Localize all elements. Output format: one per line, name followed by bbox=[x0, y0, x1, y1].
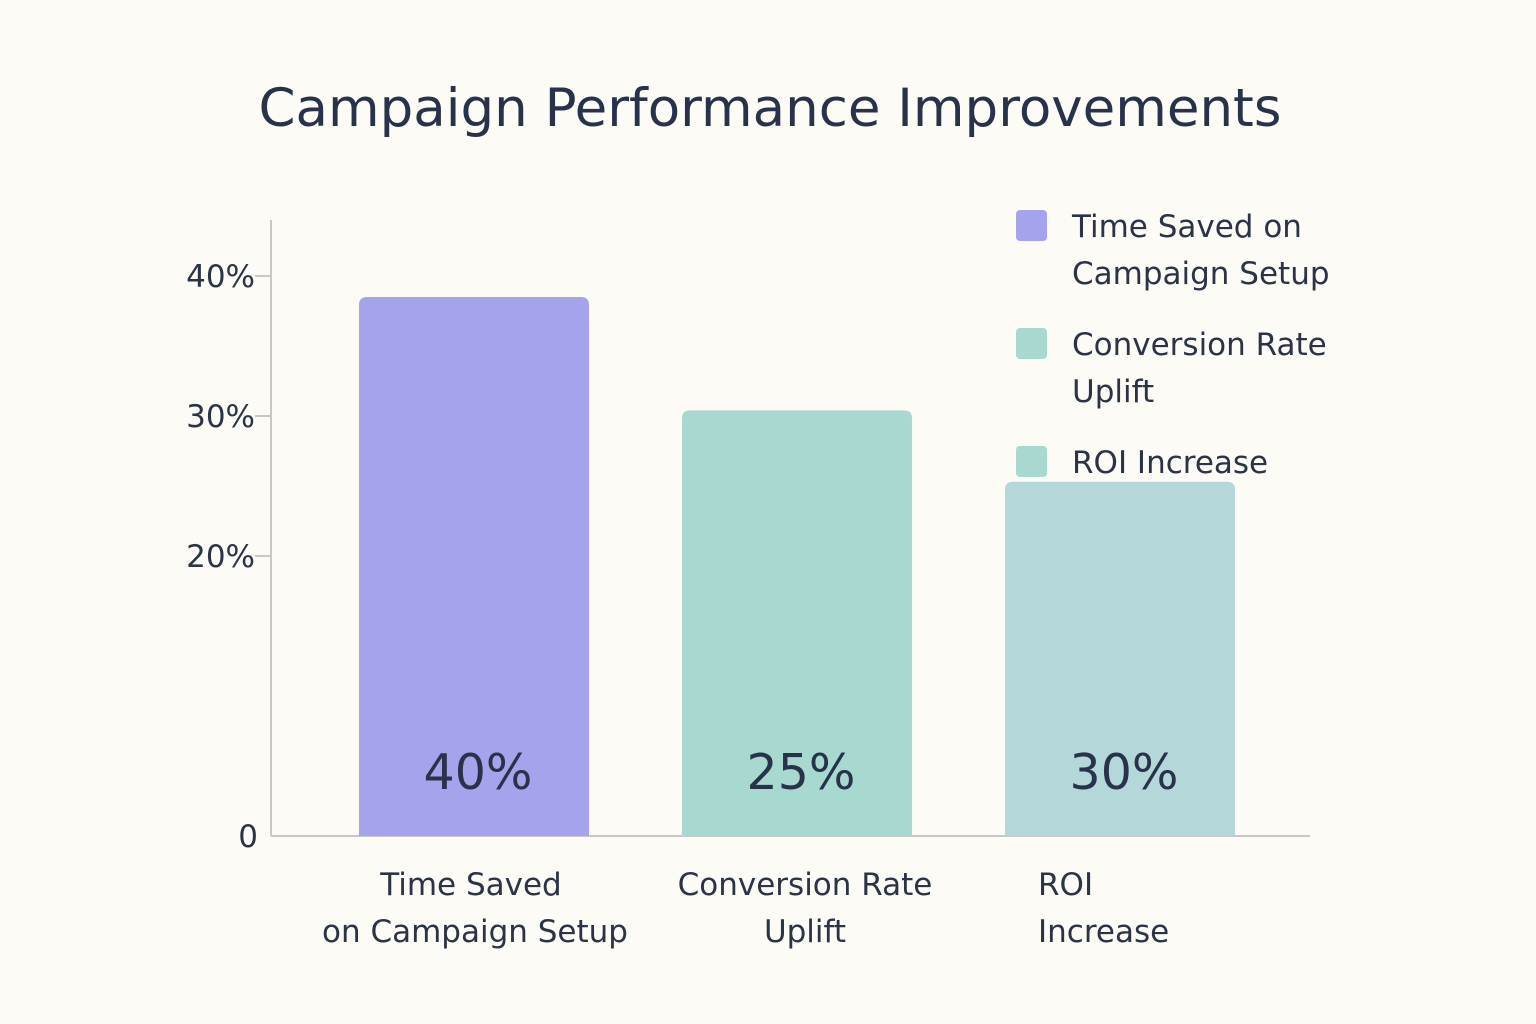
bar-value-labels: 40% 25% 30% bbox=[424, 744, 1179, 801]
legend-item: Conversion Rate Uplift bbox=[1016, 322, 1516, 416]
category-label: Time Saved on Campaign Setup bbox=[322, 867, 628, 950]
legend-swatch bbox=[1016, 446, 1047, 477]
y-tick-label: 40% bbox=[186, 259, 255, 295]
bar-value-label: 30% bbox=[1070, 744, 1179, 801]
y-tick-label: 30% bbox=[186, 399, 255, 435]
bar-0 bbox=[359, 297, 589, 836]
bar-2 bbox=[1005, 481, 1235, 836]
chart-title: Campaign Performance Improvements bbox=[258, 78, 1282, 139]
bar-value-label: 25% bbox=[747, 744, 856, 801]
legend: Time Saved on Campaign Setup Conversion R… bbox=[1016, 204, 1516, 511]
bar-value-label: 40% bbox=[424, 744, 533, 801]
legend-swatch bbox=[1016, 210, 1047, 241]
legend-label: Conversion Rate Uplift bbox=[1072, 327, 1327, 410]
category-label: Conversion Rate Uplift bbox=[678, 867, 933, 950]
bar-1 bbox=[682, 410, 912, 836]
legend-swatch bbox=[1016, 328, 1047, 359]
legend-label: ROI Increase bbox=[1072, 445, 1269, 481]
legend-item: Time Saved on Campaign Setup bbox=[1016, 204, 1516, 298]
y-tick-label: 0 bbox=[238, 819, 258, 855]
legend-item: ROI Increase bbox=[1016, 440, 1516, 487]
bars bbox=[359, 297, 1235, 836]
category-label: ROI Increase bbox=[1038, 867, 1169, 950]
category-labels: Time Saved on Campaign Setup Conversion Ra… bbox=[322, 867, 1169, 950]
y-tick-label: 20% bbox=[186, 539, 255, 575]
y-ticks: 0 20% 30% 40% bbox=[186, 259, 271, 855]
legend-label: Time Saved on Campaign Setup bbox=[1072, 209, 1330, 292]
